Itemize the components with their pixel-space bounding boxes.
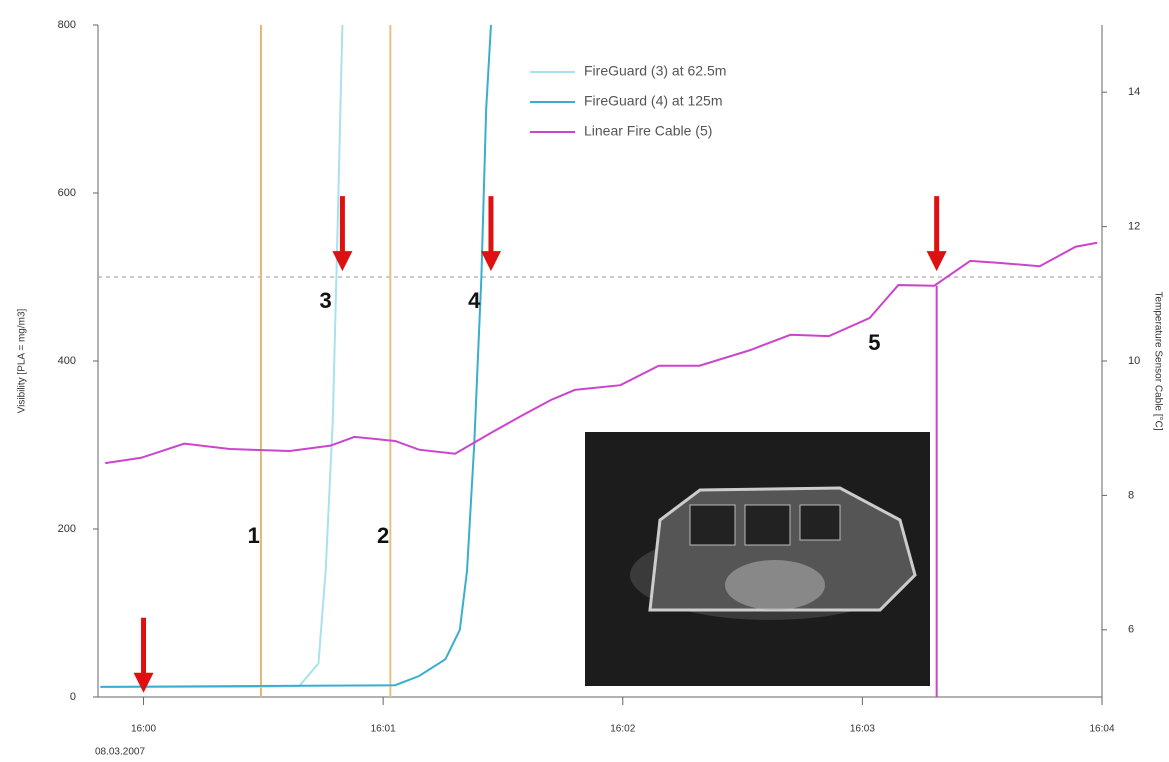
date-label: 08.03.2007 [95,747,145,758]
y2-tick-label: 8 [1128,489,1134,501]
annotation: 2 [377,523,389,548]
y-tick-label: 400 [58,355,76,367]
series-line [100,25,491,687]
y-axis-label: Visibility [PLA = mg/m3] [17,308,28,413]
y2-tick-label: 6 [1128,624,1134,636]
annotation: 1 [248,523,260,548]
y-tick-label: 0 [70,691,76,703]
photo-inset [585,432,930,686]
y2-tick-label: 10 [1128,355,1140,367]
annotation: 3 [320,288,332,313]
arrow-head [332,251,352,271]
annotation: 5 [868,330,880,355]
legend-label: Linear Fire Cable (5) [584,123,712,139]
arrow-head [927,251,947,271]
legend-label: FireGuard (3) at 62.5m [584,63,726,79]
y-tick-label: 200 [58,523,76,535]
x-tick-label: 16:04 [1089,724,1114,735]
legend-label: FireGuard (4) at 125m [584,93,723,109]
y2-axis-label: Temperature Sensor Cable [°C] [1152,291,1163,430]
y2-tick-label: 12 [1128,221,1140,233]
x-tick-label: 16:00 [131,724,156,735]
arrow-head [481,251,501,271]
series-line [105,243,1097,463]
y-tick-label: 800 [58,19,76,31]
chart: Visibility [PLA = mg/m3] Temperature Sen… [0,0,1169,762]
series-line [100,25,342,687]
y2-tick-label: 14 [1128,86,1140,98]
annotation: 4 [468,288,481,313]
x-tick-label: 16:03 [850,724,875,735]
arrow-head [134,673,154,693]
x-tick-label: 16:01 [371,724,396,735]
x-tick-label: 16:02 [610,724,635,735]
y-tick-label: 600 [58,187,76,199]
